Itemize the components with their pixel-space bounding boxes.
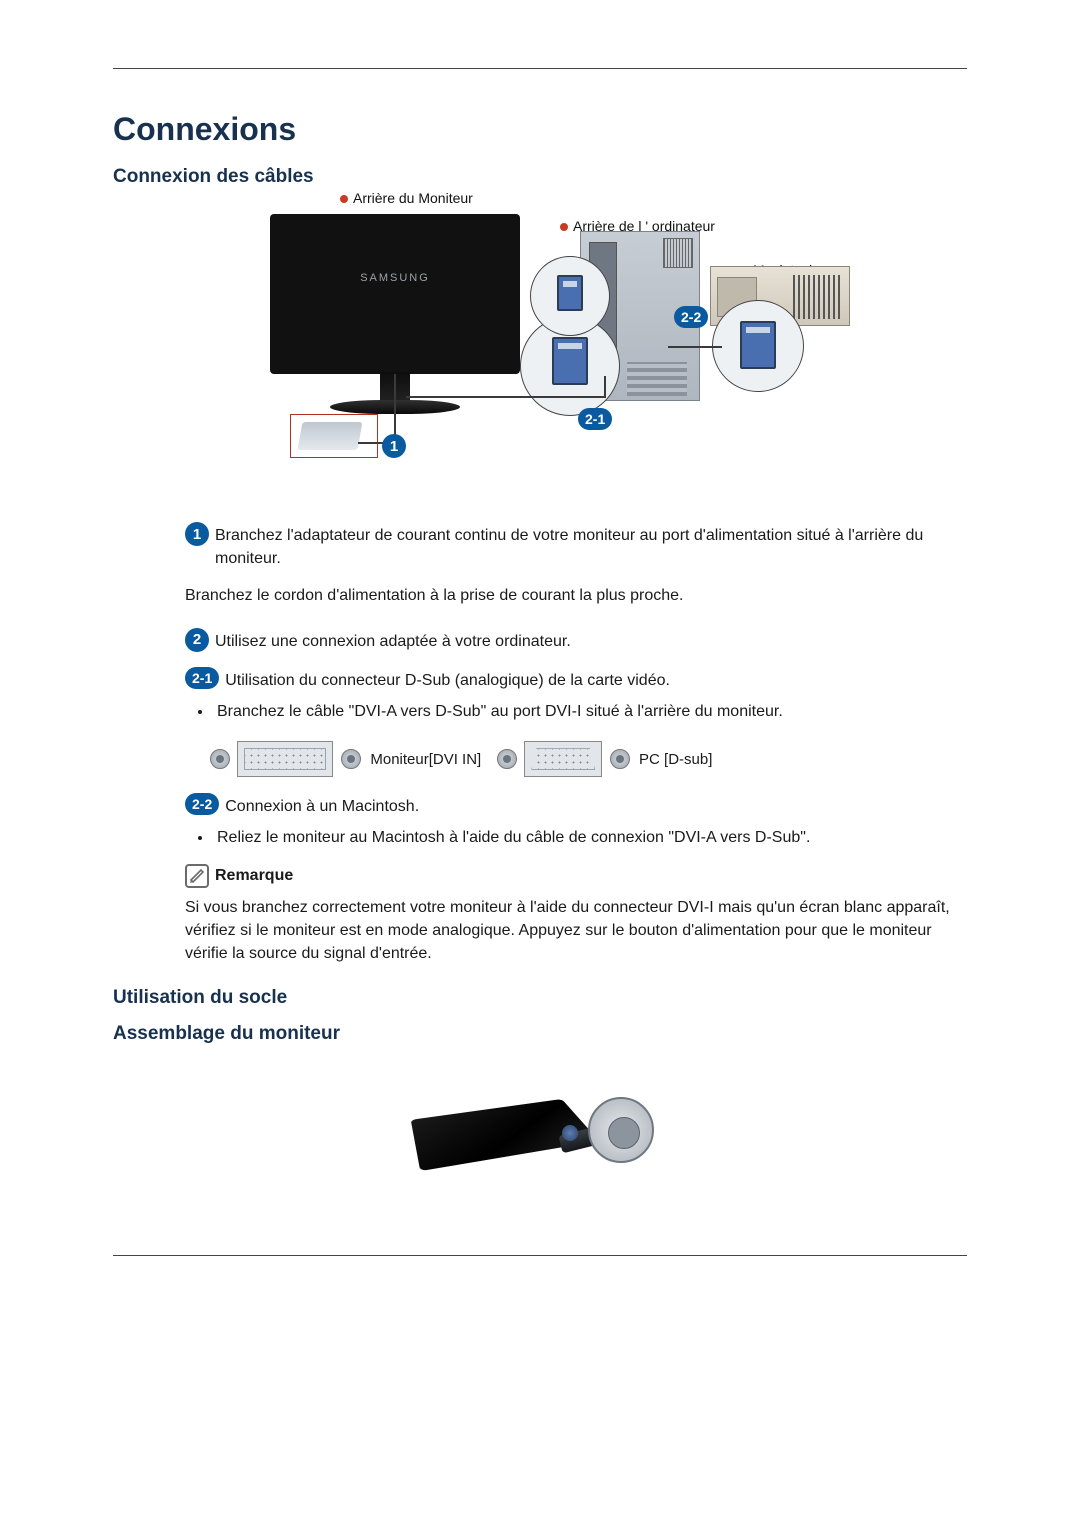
- connector-dsub-icon: [524, 741, 602, 777]
- connector-monitor-label: Moniteur[DVI IN]: [370, 751, 481, 768]
- step-1: 1 Branchez l'adaptateur de courant conti…: [185, 522, 967, 608]
- diagram-signal-cable: [406, 396, 606, 398]
- bottom-rule: [113, 1255, 967, 1256]
- screw-icon: [610, 749, 630, 769]
- step-2-1-bullets: Branchez le câble "DVI-A vers D-Sub" au …: [213, 700, 967, 723]
- connector-pc-label: PC [D-sub]: [639, 751, 712, 768]
- diagram-badge-2-2: 2-2: [674, 306, 708, 328]
- section-title-stand: Utilisation du socle: [113, 987, 967, 1009]
- diagram-badge-2-1: 2-1: [578, 408, 612, 430]
- diagram-label-monitor-rear: Arrière du Moniteur: [340, 190, 473, 206]
- diagram-magnify-mac-port: [712, 300, 804, 392]
- section-title-assembly: Assemblage du moniteur: [113, 1023, 967, 1045]
- diagram-magnify-monitor-port: [530, 256, 610, 336]
- document-page: Connexions Connexion des câbles Arrière …: [0, 0, 1080, 1527]
- step-2-1-text: Utilisation du connecteur D-Sub (analogi…: [225, 669, 967, 692]
- step-2-text: Utilisez une connexion adaptée à votre o…: [215, 630, 967, 653]
- diagram-mac-vent: [793, 275, 843, 319]
- connector-dvi-icon: [237, 741, 333, 777]
- diagram-pc-fan: [663, 238, 693, 268]
- screw-icon: [210, 749, 230, 769]
- assembly-hinge-knob: [562, 1125, 578, 1141]
- step-2-badge: 2: [185, 628, 209, 652]
- screw-icon: [497, 749, 517, 769]
- top-rule: [113, 68, 967, 69]
- step-2-1-bullet: Branchez le câble "DVI-A vers D-Sub" au …: [213, 700, 967, 723]
- page-title: Connexions: [113, 111, 967, 148]
- note-label: Remarque: [215, 867, 293, 885]
- connection-diagram: Arrière du Moniteur Arrière de l ' ordin…: [260, 196, 820, 486]
- step-1-badge: 1: [185, 522, 209, 546]
- step-1-text-b: Branchez le cordon d'alimentation à la p…: [185, 584, 967, 607]
- step-2-2-bullet: Reliez le moniteur au Macintosh à l'aide…: [213, 826, 967, 849]
- diagram-power-adapter: [298, 422, 363, 450]
- diagram-badge-1: 1: [382, 434, 406, 458]
- diagram-pc-slots: [627, 362, 687, 396]
- section-title-cables: Connexion des câbles: [113, 166, 967, 188]
- step-2: 2 Utilisez une connexion adaptée à votre…: [185, 628, 967, 966]
- diagram-monitor-brand: SAMSUNG: [270, 272, 520, 284]
- connector-row: Moniteur[DVI IN] PC [D-sub]: [209, 741, 967, 777]
- note-text: Si vous branchez correctement votre moni…: [185, 896, 967, 966]
- step-2-2-badge: 2-2: [185, 793, 219, 815]
- step-2-2-text: Connexion à un Macintosh.: [225, 795, 967, 818]
- diagram-monitor: SAMSUNG: [270, 214, 520, 374]
- diagram-signal-cable-v: [604, 376, 606, 398]
- assembly-diagram: [410, 1055, 670, 1195]
- step-1-text-a: Branchez l'adaptateur de courant continu…: [215, 524, 967, 570]
- screw-icon: [341, 749, 361, 769]
- note-icon: [185, 864, 209, 888]
- step-2-2-bullets: Reliez le moniteur au Macintosh à l'aide…: [213, 826, 967, 849]
- assembly-stand-plate: [588, 1097, 654, 1163]
- step-2-1-badge: 2-1: [185, 667, 219, 689]
- diagram-mac-cable: [668, 346, 722, 348]
